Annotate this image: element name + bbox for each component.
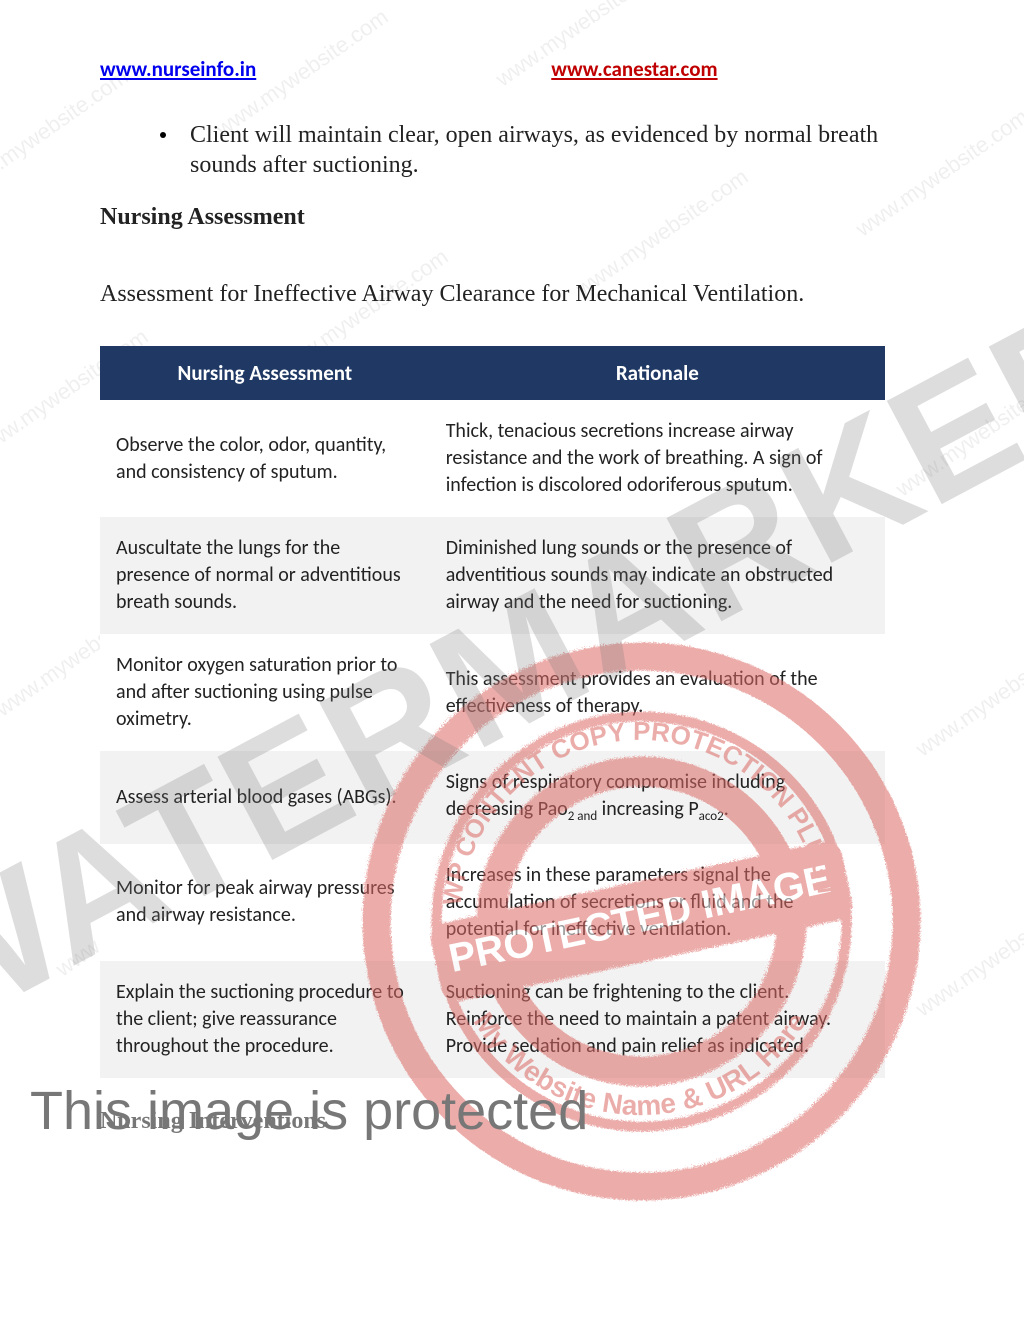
goal-text: Client will maintain clear, open airways… — [190, 120, 900, 180]
goal-bullet: Client will maintain clear, open airways… — [160, 120, 900, 180]
cell-assessment: Monitor oxygen saturation prior to and a… — [100, 634, 430, 751]
watermark-site-text: www.mywebsite.com — [911, 884, 1024, 1022]
table-row: Observe the color, odor, quantity, and c… — [100, 400, 885, 517]
page-content: www.nurseinfo.in www.canestar.com Client… — [100, 56, 900, 1135]
cell-assessment: Monitor for peak airway pressures and ai… — [100, 844, 430, 961]
assessment-table: Nursing Assessment Rationale Observe the… — [100, 346, 885, 1078]
table-row: Monitor oxygen saturation prior to and a… — [100, 634, 885, 751]
section-heading: Nursing Assessment — [100, 204, 900, 231]
section-intro: Assessment for Ineffective Airway Cleara… — [100, 281, 900, 308]
col-header-assessment: Nursing Assessment — [100, 346, 430, 400]
cell-assessment: Auscultate the lungs for the presence of… — [100, 517, 430, 634]
table-row: Monitor for peak airway pressures and ai… — [100, 844, 885, 961]
table-row: Assess arterial blood gases (ABGs).Signs… — [100, 751, 885, 844]
header-links: www.nurseinfo.in www.canestar.com — [100, 56, 900, 82]
watermark-site-text: www.mywebsite.com — [911, 624, 1024, 762]
table-row: Explain the suctioning procedure to the … — [100, 961, 885, 1078]
cell-rationale: This assessment provides an evaluation o… — [430, 634, 885, 751]
link-nurseinfo[interactable]: www.nurseinfo.in — [100, 56, 256, 82]
col-header-rationale: Rationale — [430, 346, 885, 400]
cell-rationale: Signs of respiratory compromise includin… — [430, 751, 885, 844]
link-canestar[interactable]: www.canestar.com — [551, 56, 717, 82]
footer-heading: Nursing Interventions — [100, 1108, 900, 1135]
table-row: Auscultate the lungs for the presence of… — [100, 517, 885, 634]
cell-assessment: Explain the suctioning procedure to the … — [100, 961, 430, 1078]
cell-rationale: Increases in these parameters signal the… — [430, 844, 885, 961]
watermark-site-text: www.mywebsite.com — [891, 364, 1024, 502]
cell-rationale: Diminished lung sounds or the presence o… — [430, 517, 885, 634]
cell-rationale: Thick, tenacious secretions increase air… — [430, 400, 885, 517]
cell-assessment: Assess arterial blood gases (ABGs). — [100, 751, 430, 844]
cell-assessment: Observe the color, odor, quantity, and c… — [100, 400, 430, 517]
bullet-icon — [160, 132, 166, 138]
cell-rationale: Suctioning can be frightening to the cli… — [430, 961, 885, 1078]
